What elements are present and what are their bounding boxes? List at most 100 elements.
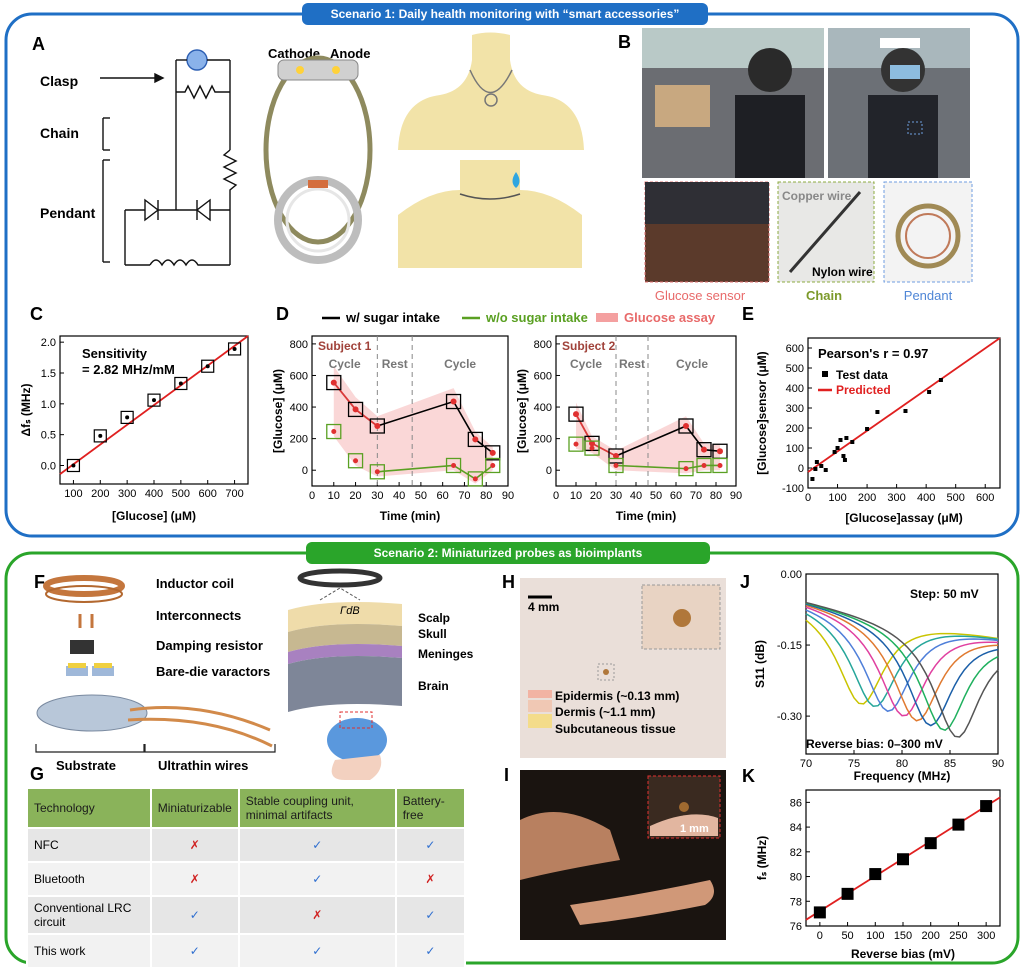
x-tick-label: 0 bbox=[817, 930, 823, 942]
layer-subcutaneous: Subcutaneous tissue bbox=[555, 722, 676, 736]
x-tick-label: 300 bbox=[977, 930, 995, 942]
without-sugar-marker bbox=[326, 423, 342, 440]
x-axis-label: Time (min) bbox=[380, 509, 440, 523]
plot-frame bbox=[807, 337, 1001, 489]
phase-label: Rest bbox=[382, 357, 408, 371]
y-tick-label: 600 bbox=[290, 370, 308, 382]
layer-scalp: Scalp bbox=[418, 611, 450, 625]
panel-e-annotation: Pearson's r = 0.97 bbox=[818, 346, 928, 361]
assay-point bbox=[451, 462, 457, 468]
x-tick-label: 100 bbox=[866, 930, 884, 942]
x-tick-label: 80 bbox=[710, 490, 722, 502]
y-tick-label: -100 bbox=[782, 483, 804, 495]
y-tick-label: 2.0 bbox=[41, 337, 56, 349]
x-tick-label: 300 bbox=[887, 492, 905, 504]
plot-frame bbox=[311, 335, 509, 487]
phase-label: Cycle bbox=[570, 357, 602, 371]
x-tick-label: 90 bbox=[730, 490, 742, 502]
x-tick-label: 600 bbox=[199, 488, 217, 500]
panel-d-label: D bbox=[276, 304, 289, 324]
cell-tech: Conventional LRC circuit bbox=[26, 895, 152, 935]
layer-brain: Brain bbox=[418, 679, 449, 693]
assay-point bbox=[490, 462, 496, 468]
data-marker bbox=[201, 359, 215, 373]
data-marker bbox=[93, 429, 107, 443]
panel-j-label: J bbox=[740, 572, 750, 592]
data-point bbox=[178, 381, 183, 386]
x-tick-label: 90 bbox=[992, 758, 1004, 770]
assay-point bbox=[472, 476, 478, 482]
data-marker bbox=[897, 853, 909, 866]
series-with-sugar-line bbox=[615, 425, 721, 457]
table-header-row: Technology Miniaturizable Stable couplin… bbox=[26, 787, 467, 829]
glucose-sensor-caption: Glucose sensor bbox=[655, 288, 746, 303]
data-marker bbox=[227, 342, 242, 356]
y-tick-label: 300 bbox=[786, 403, 804, 415]
layer-dermis: Dermis (~1.1 mm) bbox=[555, 705, 655, 719]
necklace-drawing bbox=[263, 55, 373, 264]
test-data-point bbox=[823, 468, 828, 472]
x-tick-label: 80 bbox=[896, 758, 908, 770]
data-marker bbox=[869, 868, 882, 881]
s11-curve bbox=[805, 604, 999, 722]
y-tick-label: 400 bbox=[290, 402, 308, 414]
torso-drawing bbox=[398, 32, 584, 268]
chain-label: Chain bbox=[40, 125, 79, 141]
layer-skull: Skull bbox=[418, 627, 447, 641]
x-axis-label: [Glucose] (μM) bbox=[112, 509, 196, 523]
panel-c-annotation1: Sensitivity bbox=[82, 346, 148, 361]
layer-meninges: Meninges bbox=[418, 647, 474, 661]
copper-wire-label: Copper wire bbox=[782, 189, 852, 203]
x-tick-label: 200 bbox=[91, 488, 109, 500]
x-tick-label: 0 bbox=[553, 490, 559, 502]
with-sugar-marker bbox=[347, 401, 364, 418]
table-row: This work ✓ ✓ ✓ bbox=[26, 933, 467, 969]
check-icon: ✓ bbox=[149, 933, 240, 969]
without-sugar-marker bbox=[608, 457, 624, 474]
data-point bbox=[232, 346, 237, 351]
assay-point bbox=[717, 462, 723, 468]
y-tick-label: -0.30 bbox=[777, 711, 802, 723]
y-axis-label: [Glucose] (μM) bbox=[515, 369, 529, 453]
predicted-line bbox=[807, 337, 1001, 473]
substrate-label: Substrate bbox=[56, 758, 116, 773]
data-marker bbox=[841, 887, 854, 900]
test-data-point bbox=[813, 467, 818, 471]
s11-curve bbox=[805, 619, 999, 705]
x-tick-label: 60 bbox=[670, 490, 682, 502]
y-tick-label: 76 bbox=[790, 921, 802, 933]
series-with-sugar-line bbox=[377, 400, 494, 454]
x-tick-label: 50 bbox=[415, 490, 427, 502]
panel-e-label: E bbox=[742, 304, 754, 324]
test-data-point bbox=[832, 450, 837, 454]
y-axis-label: fₛ (MHz) bbox=[755, 836, 769, 880]
scenario1-title: Scenario 1: Daily health monitoring with… bbox=[302, 3, 708, 25]
check-icon: ✓ bbox=[149, 895, 240, 935]
panel-d-legend: w/ sugar intake w/o sugar intake Glucose… bbox=[322, 310, 716, 325]
s11-curve bbox=[805, 606, 999, 717]
series-without-sugar-line bbox=[377, 464, 494, 480]
without-sugar-marker bbox=[696, 457, 712, 474]
s11-curve bbox=[805, 609, 999, 713]
assay-point bbox=[489, 449, 496, 456]
check-icon: ✓ bbox=[237, 861, 397, 897]
table-row: Conventional LRC circuit ✓ ✗ ✓ bbox=[26, 895, 467, 935]
x-tick-label: 500 bbox=[947, 492, 965, 504]
part-resistor: Damping resistor bbox=[156, 638, 263, 653]
scale-1mm: 1 mm bbox=[680, 823, 709, 835]
cross-icon: ✗ bbox=[237, 895, 397, 935]
s11-curve bbox=[805, 602, 999, 732]
cross-icon: ✗ bbox=[149, 861, 240, 897]
panel-c-label: C bbox=[30, 304, 43, 324]
y-axis-label: S11 (dB) bbox=[753, 640, 767, 688]
without-sugar-marker bbox=[347, 453, 364, 469]
test-data-point bbox=[850, 440, 855, 444]
part-inductor: Inductor coil bbox=[156, 576, 234, 591]
assay-point bbox=[352, 406, 359, 413]
scenario2-title: Scenario 2: Miniaturized probes as bioim… bbox=[306, 542, 710, 564]
data-marker bbox=[952, 818, 965, 831]
clasp-label: Clasp bbox=[40, 73, 78, 89]
phase-label: Cycle bbox=[329, 357, 361, 371]
assay-point bbox=[331, 429, 337, 435]
